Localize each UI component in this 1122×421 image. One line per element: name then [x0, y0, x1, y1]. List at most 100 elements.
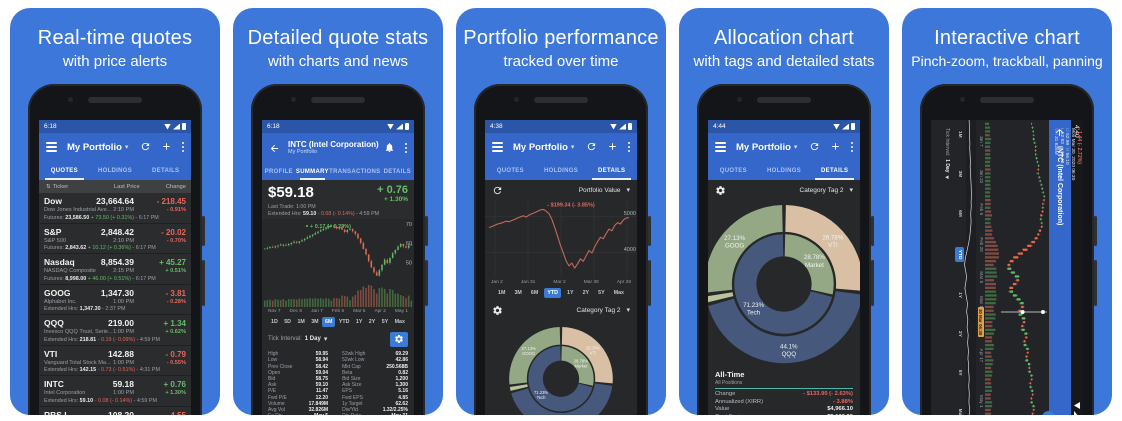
- tab-details[interactable]: DETAILS: [586, 161, 637, 180]
- portfolio-selector[interactable]: My Portfolio: [736, 141, 791, 153]
- add-icon[interactable]: [161, 141, 172, 152]
- stat-label: 52wk Low: [342, 357, 365, 364]
- range-6m[interactable]: 6M: [530, 290, 539, 296]
- portfolio-selector[interactable]: My Portfolio: [67, 141, 122, 153]
- tab-holdings[interactable]: HOLDINGS: [543, 167, 579, 174]
- allocation-donut-chart[interactable]: 28.78%Market71.23%Tech26.78%VTI44.1%QQQ2…: [485, 320, 637, 415]
- range-ytd[interactable]: YTD: [338, 319, 350, 326]
- portfolio-selector[interactable]: My Portfolio: [513, 141, 568, 153]
- range-1y[interactable]: 1Y: [355, 319, 363, 326]
- svg-text:26.78%: 26.78%: [586, 345, 600, 350]
- tab-profile[interactable]: PROFILE: [264, 168, 293, 175]
- col-change[interactable]: Change: [165, 183, 186, 190]
- menu-icon[interactable]: [46, 140, 58, 153]
- range-2y[interactable]: 2Y: [368, 319, 376, 326]
- performance-line-chart[interactable]: 5000 4000 - $199.34 (- 3.85%): [485, 200, 637, 278]
- power-button: [648, 216, 651, 246]
- gear-icon: [395, 335, 403, 344]
- range-1y[interactable]: 1Y: [567, 290, 574, 296]
- signal-icon: [619, 123, 626, 130]
- phone-mockup: 6:18 My Portfolio ▾ QUOTES HOLDINGS DETAIL…: [28, 84, 205, 415]
- ticker-symbol: QQQ: [44, 318, 64, 328]
- refresh-icon[interactable]: [492, 185, 503, 196]
- svg-text:50: 50: [406, 261, 412, 267]
- menu-icon[interactable]: [492, 140, 504, 153]
- range-1d[interactable]: 1D: [271, 319, 278, 326]
- tab-holdings[interactable]: HOLDINGS: [766, 167, 802, 174]
- tab-transactions[interactable]: TRANSACTIONS: [329, 168, 381, 175]
- tab-details[interactable]: DETAILS: [152, 167, 180, 174]
- candlestick-chart[interactable]: 70 60 50 + 0.17 (+ 0.29%): [262, 219, 414, 308]
- back-icon[interactable]: [1055, 127, 1066, 138]
- camera-dot: [960, 97, 965, 102]
- overflow-menu-icon[interactable]: [181, 141, 184, 154]
- gear-icon[interactable]: [492, 305, 503, 316]
- volume-button: [202, 260, 205, 306]
- add-icon[interactable]: [830, 141, 841, 152]
- tab-quotes[interactable]: QUOTES: [39, 161, 90, 180]
- menu-icon[interactable]: [715, 140, 727, 153]
- metric-selector[interactable]: Portfolio Value ▾: [578, 186, 630, 195]
- quote-row-nasdaq[interactable]: Nasdaq 8,854.39 + 45.27 NASDAQ Composite…: [39, 254, 191, 285]
- range-5d[interactable]: 5D: [284, 319, 291, 326]
- price-change-pct: - 0.28%: [166, 298, 186, 305]
- pan-zoom-navigator[interactable]: [964, 120, 976, 415]
- svg-text:44.1%: 44.1%: [780, 343, 798, 350]
- quote-row-qqq[interactable]: QQQ 219.00 + 1.34 Invesco QQQ Trust, Ser…: [39, 315, 191, 346]
- quotes-header-row: ⇅ Ticker Last Price Change: [39, 180, 191, 193]
- category-tag-selector[interactable]: Category Tag 2 ▾: [799, 186, 853, 195]
- tick-interval-value[interactable]: 1 Day: [304, 336, 321, 343]
- sort-icon[interactable]: ⇅: [46, 183, 51, 190]
- x-tick-label: Mar 5: [979, 271, 984, 284]
- all-time-row: Annualized (XIRR) - 3.88%: [715, 398, 853, 405]
- caption-subtitle: with tags and detailed stats: [693, 53, 875, 70]
- stat-value: 69.29: [395, 351, 408, 358]
- range-6m[interactable]: 6M: [322, 317, 336, 328]
- tick-interval-value[interactable]: 1 Day: [944, 159, 951, 173]
- tab-details[interactable]: DETAILS: [809, 161, 860, 180]
- range-5y[interactable]: 5Y: [598, 290, 605, 296]
- back-icon[interactable]: [269, 143, 280, 154]
- quote-row-dow[interactable]: Dow 23,664.64 - 218.45 Dow Jones Industr…: [39, 193, 191, 224]
- caption-title: Allocation chart: [714, 27, 854, 49]
- chart-settings-button[interactable]: [390, 331, 408, 347]
- range-3m[interactable]: 3M: [311, 319, 319, 326]
- stat-label: Mkt Cap: [342, 363, 361, 370]
- overflow-menu-icon[interactable]: [627, 141, 630, 154]
- add-icon[interactable]: [607, 141, 618, 152]
- x-axis-labels: Nov 7 Dec 6 Jan 7 Feb 6 Mar 5 Apr 2 May 1: [262, 307, 414, 315]
- gear-icon[interactable]: [715, 185, 726, 196]
- quote-row-rbsl[interactable]: RBS.L 108.20 - 4.55 ROYAL BANK OF SCOTL.…: [39, 406, 191, 415]
- refresh-icon[interactable]: [809, 141, 820, 152]
- quote-row-intc[interactable]: INTC 59.18 + 0.76 Intel Corporation 1:00…: [39, 376, 191, 407]
- range-2y[interactable]: 2Y: [582, 290, 590, 296]
- tab-holdings[interactable]: HOLDINGS: [97, 167, 133, 174]
- range-1m[interactable]: 1M: [498, 290, 506, 296]
- app-bar: INTC (Intel Corporation): [1049, 120, 1071, 415]
- quote-row-vti[interactable]: VTI 142.88 - 0.79 Vanguard Total Stock M…: [39, 345, 191, 376]
- quote-row-sp[interactable]: S&P 2,848.42 - 20.02 S&P 500 2:10 PM - 0…: [39, 223, 191, 254]
- all-time-row: Cost Basis$5,100.00: [715, 414, 853, 415]
- quote-row-goog[interactable]: GOOG 1,347.30 - 3.81 Alphabet Inc. 1:00 …: [39, 284, 191, 315]
- range-ytd[interactable]: YTD: [544, 288, 561, 298]
- range-1m[interactable]: 1M: [297, 319, 305, 326]
- col-last-price[interactable]: Last Price: [113, 183, 140, 190]
- overflow-menu-icon[interactable]: [404, 142, 407, 155]
- tab-quotes[interactable]: QUOTES: [719, 167, 747, 174]
- range-max[interactable]: Max: [394, 319, 405, 326]
- range-3m[interactable]: 3M: [514, 290, 522, 296]
- tab-summary[interactable]: SUMMARY: [296, 163, 330, 180]
- range-5y[interactable]: 5Y: [381, 319, 389, 326]
- tab-quotes[interactable]: QUOTES: [496, 167, 524, 174]
- overflow-menu-icon[interactable]: [850, 141, 853, 154]
- range-max[interactable]: Max: [613, 290, 624, 296]
- ticker-symbol: GOOG: [44, 287, 71, 298]
- refresh-icon[interactable]: [586, 141, 597, 152]
- tab-details[interactable]: DETAILS: [383, 168, 411, 175]
- interactive-candlestick-chart[interactable]: [984, 120, 1049, 415]
- col-ticker[interactable]: Ticker: [52, 183, 69, 190]
- alert-bell-icon[interactable]: [384, 142, 395, 153]
- refresh-icon[interactable]: [140, 141, 151, 152]
- category-tag-selector[interactable]: Category Tag 2 ▾: [576, 306, 630, 315]
